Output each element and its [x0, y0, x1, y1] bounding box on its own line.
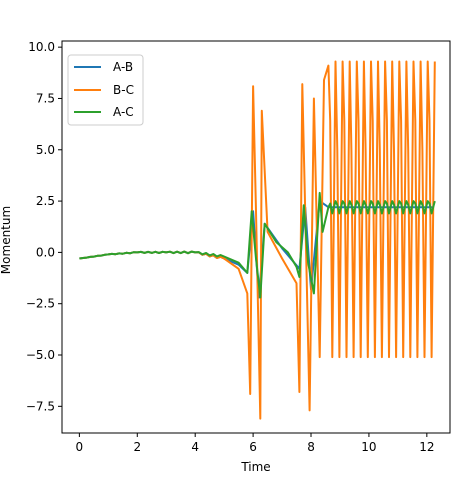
legend-box [67, 54, 144, 126]
x-tick-label: 6 [249, 440, 257, 454]
y-tick-label: 10.0 [28, 40, 55, 54]
legend-label-a-b: A-B [113, 60, 133, 74]
x-tick-label: 12 [419, 440, 434, 454]
legend-label-a-c: A-C [113, 105, 134, 119]
y-axis-label: Momentum [0, 206, 13, 274]
plot-frame [61, 40, 451, 434]
series-layer [79, 60, 436, 420]
y-tick-label: 5.0 [36, 143, 55, 157]
y-tick-label: 7.5 [36, 91, 55, 105]
x-tick-label: 10 [361, 440, 376, 454]
legend: A-B B-C A-C [67, 54, 144, 126]
x-axis-label: Time [240, 460, 270, 474]
x-axis-ticks: 0 2 4 6 8 10 12 [76, 433, 434, 454]
y-axis-ticks: −7.5 −5.0 −2.5 0.0 2.5 5.0 7.5 10.0 [26, 40, 62, 413]
x-tick-label: 0 [76, 440, 84, 454]
y-tick-label: −7.5 [26, 399, 55, 413]
x-tick-label: 8 [307, 440, 315, 454]
y-tick-label: 2.5 [36, 194, 55, 208]
series-line-a-c [79, 191, 436, 299]
legend-label-b-c: B-C [113, 83, 134, 97]
y-tick-label: −2.5 [26, 297, 55, 311]
x-tick-label: 4 [191, 440, 199, 454]
x-tick-label: 2 [133, 440, 141, 454]
y-tick-label: −5.0 [26, 348, 55, 362]
y-tick-label: 0.0 [36, 245, 55, 259]
